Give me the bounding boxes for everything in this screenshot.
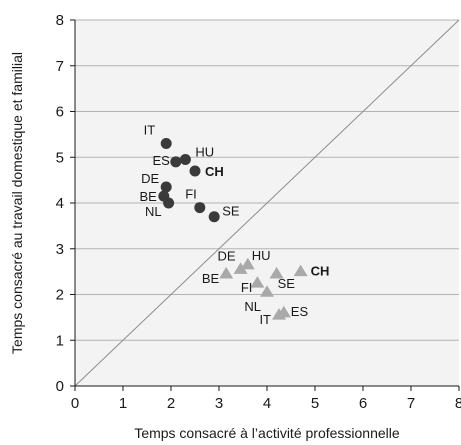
- y-tick-label: 0: [56, 378, 64, 395]
- data-points: [158, 138, 308, 320]
- y-tick-label: 6: [56, 104, 64, 121]
- point-label: FI: [185, 187, 197, 202]
- point-label: SE: [222, 204, 240, 219]
- y-tick-label: 2: [56, 287, 64, 304]
- point-label: IT: [259, 312, 271, 327]
- point-label: SE: [278, 276, 296, 291]
- point-label: BE: [202, 271, 220, 286]
- x-tick-label: 8: [455, 395, 461, 412]
- y-tick-label: 4: [56, 195, 64, 212]
- x-tick-label: 0: [71, 395, 79, 412]
- x-axis-title: Temps consacré à l’activité professionne…: [134, 425, 400, 441]
- x-tick-label: 1: [119, 395, 127, 412]
- point-label: CH: [311, 264, 330, 279]
- data-point-triangle: [240, 257, 255, 270]
- data-point-circle: [194, 202, 206, 214]
- point-label: FI: [241, 280, 253, 295]
- data-point-triangle: [219, 266, 234, 279]
- x-tick-label: 2: [167, 395, 175, 412]
- point-label: DE: [141, 171, 159, 186]
- x-tick-label: 5: [311, 395, 319, 412]
- x-tick-label: 3: [215, 395, 223, 412]
- x-tick-label: 7: [407, 395, 415, 412]
- point-label: HU: [195, 145, 214, 160]
- data-point-circle: [160, 138, 172, 150]
- point-label: NL: [145, 204, 162, 219]
- axis-ticks: 0 1 2 3 4 5 6 7 8 0 1 2 3 4 5 6 7 8: [56, 12, 461, 412]
- data-point-triangle: [250, 276, 265, 288]
- y-tick-label: 7: [56, 58, 64, 75]
- data-point-circle: [160, 181, 172, 193]
- point-label: CH: [205, 164, 224, 179]
- data-point-triangle: [269, 266, 284, 279]
- data-point-circle: [208, 211, 220, 223]
- y-tick-label: 8: [56, 12, 64, 29]
- y-axis-title: Temps consacré au travail domestique et …: [9, 52, 25, 354]
- data-point-triangle: [260, 285, 274, 297]
- data-point-circle: [179, 154, 191, 166]
- point-label: NL: [244, 299, 261, 314]
- data-point-triangle: [293, 264, 308, 277]
- point-label: DE: [218, 248, 236, 263]
- point-label: ES: [291, 304, 309, 319]
- point-label: IT: [144, 123, 156, 138]
- data-point-triangle: [233, 262, 248, 274]
- data-point-triangle: [276, 305, 291, 318]
- x-tick-label: 4: [263, 395, 271, 412]
- data-point-circle: [189, 165, 201, 177]
- y-tick-label: 3: [56, 241, 64, 258]
- point-label: HU: [252, 248, 271, 263]
- diagonal-reference-line: [74, 19, 460, 387]
- y-tick-label: 5: [56, 149, 64, 166]
- data-point-circle: [163, 197, 175, 209]
- x-tick-label: 6: [359, 395, 367, 412]
- point-label: BE: [139, 189, 157, 204]
- data-point-circle: [170, 156, 182, 168]
- point-label: ES: [152, 153, 170, 168]
- y-tick-label: 1: [56, 332, 64, 349]
